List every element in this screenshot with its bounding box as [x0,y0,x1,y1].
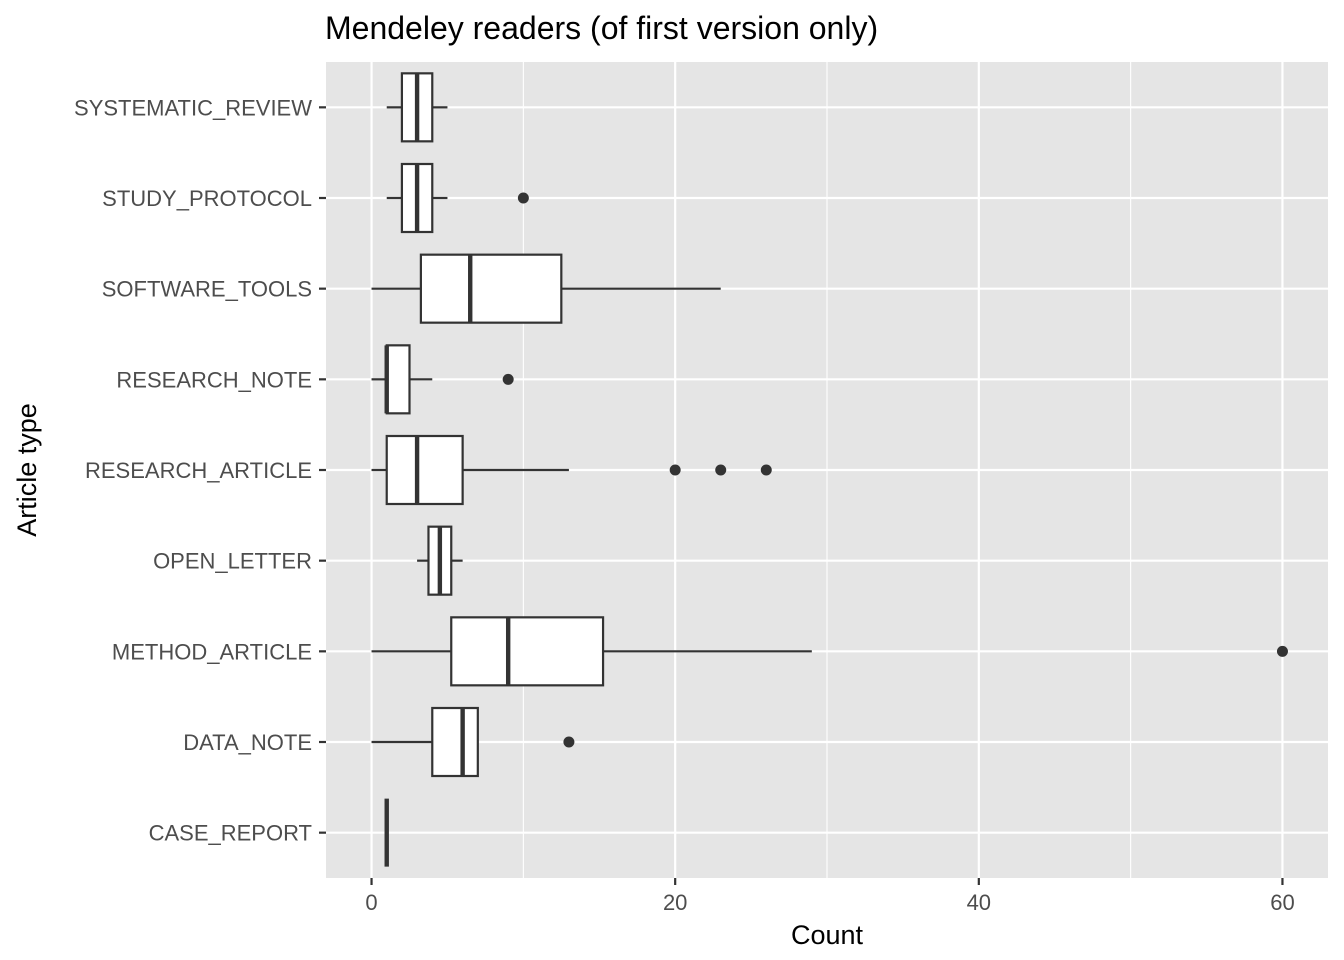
y-tick-label: SYSTEMATIC_REVIEW [74,95,312,120]
outlier-point [760,464,772,476]
y-tick-label: RESEARCH_ARTICLE [85,458,312,483]
y-tick-label: METHOD_ARTICLE [112,639,312,664]
outlier-point [715,464,727,476]
y-tick-label: RESEARCH_NOTE [116,367,312,392]
x-tick-label: 20 [663,890,687,915]
box-open-letter [417,525,463,596]
box-study-protocol [386,162,529,234]
outlier-point [502,373,514,385]
x-tick-label: 40 [967,890,991,915]
box-iqr [385,434,464,506]
y-tick-label: SOFTWARE_TOOLS [102,277,312,302]
major-gridlines [326,62,1328,878]
box-software-tools [371,253,721,324]
box-systematic-review [386,72,448,143]
y-axis: SYSTEMATIC_REVIEW STUDY_PROTOCOL SOFTWARE_… [74,95,326,846]
outlier-point [517,192,529,204]
x-tick-label: 0 [365,890,377,915]
y-tick-label: DATA_NOTE [183,730,312,755]
box-research-note [371,344,514,415]
outlier-point [1276,645,1288,657]
y-tick-label: OPEN_LETTER [153,549,312,574]
box-iqr [450,616,605,687]
y-tick-label: STUDY_PROTOCOL [102,186,312,211]
x-axis-title: Count [791,920,864,950]
chart-title: Mendeley readers (of first version only) [325,10,878,46]
y-tick-label: CASE_REPORT [149,821,312,846]
outlier-point [669,464,681,476]
y-axis-title: Article type [12,403,42,537]
box-iqr [431,706,479,778]
box-method-article [371,616,1288,687]
box-data-note [371,706,575,778]
box-iqr [419,253,563,324]
x-axis: 0 20 40 60 [365,878,1295,915]
outlier-point [563,736,575,748]
x-tick-label: 60 [1270,890,1294,915]
box-iqr [385,344,411,415]
box-research-article [371,434,772,506]
box-series [371,72,1288,867]
